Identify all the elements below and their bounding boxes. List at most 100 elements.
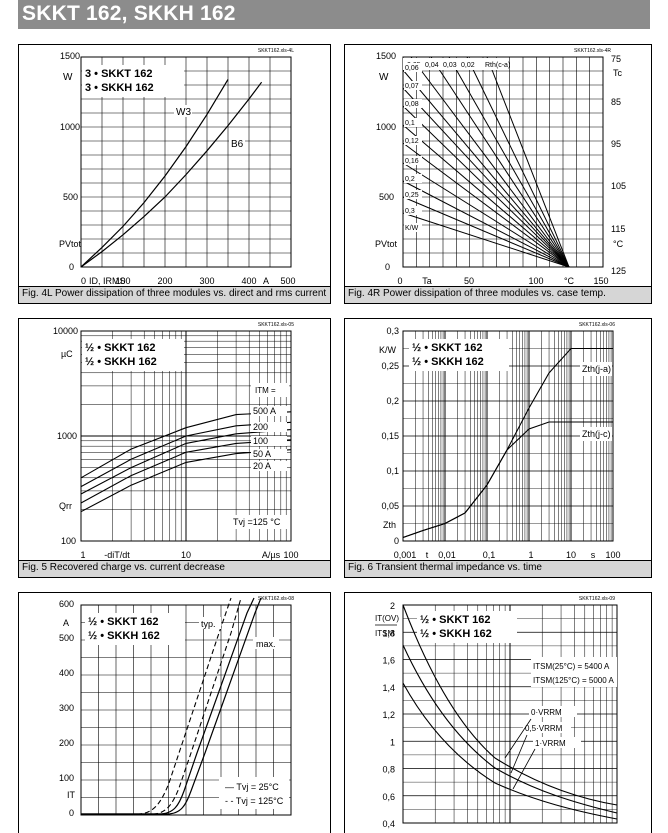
x-tick: 0,1 — [483, 550, 496, 560]
x-tick: 10 — [566, 550, 576, 560]
legend-line: ½ • SKKT 162 — [420, 614, 491, 626]
x-name: t — [426, 550, 429, 560]
figure-4l-panel: 3 • SKKT 162 3 • SKKH 162 SKKT162.xls-4L 15… — [18, 44, 331, 304]
x-tick: 500 — [280, 276, 295, 286]
x-tick: 1 — [528, 550, 533, 560]
legend-bg — [85, 613, 185, 645]
y-name: PVtot — [375, 239, 398, 249]
y-tick: 2 — [390, 601, 395, 611]
rth-left-bg — [404, 99, 422, 108]
label-bg — [229, 137, 245, 149]
x-tick: 100 — [115, 276, 130, 286]
rth-left-label: K/W — [405, 225, 419, 232]
x-tick: 100 — [528, 276, 543, 286]
curve-label-b6: B6 — [231, 139, 244, 150]
x-name: -diT/dt — [104, 550, 130, 560]
rth-line — [448, 56, 570, 268]
y-tick: 0,15 — [381, 431, 399, 441]
pointer-line — [504, 718, 532, 759]
right-tick: 115 — [611, 224, 625, 234]
figure-6-panel: SKKT162.xls-06 ½ • SKKT 162 ½ • SKKH 162 0,… — [344, 318, 652, 578]
y-unit: W — [63, 72, 73, 83]
x-tick: 0,01 — [438, 550, 456, 560]
legend-line: ½ • SKKT 162 — [88, 616, 159, 628]
rth-left-label: 0,16 — [405, 158, 419, 165]
itm-value: 500 A — [253, 406, 276, 416]
y-tick: 200 — [59, 738, 74, 748]
pointer-line — [512, 748, 536, 790]
right-tick: 105 — [611, 181, 626, 191]
rth-left-label: 0,06 — [405, 65, 419, 72]
legend-line: ½ • SKKH 162 — [85, 356, 157, 368]
itm-value-bg — [251, 449, 287, 459]
y-tick: 0,25 — [381, 361, 399, 371]
y-tick: 600 — [59, 599, 74, 609]
rth-line — [402, 162, 570, 268]
y-tick: 0,4 — [382, 819, 395, 829]
label-bg — [253, 637, 279, 649]
y-tick: 0 — [69, 808, 74, 818]
curve-label-bg — [523, 722, 571, 733]
file-label: SKKT162.xls-4R — [574, 48, 611, 54]
x-tick: 1 — [80, 550, 85, 560]
x-tick-zero: 0 — [81, 276, 86, 286]
curve-label-vrrm: 0·VRRM — [531, 708, 562, 717]
itm-value: 100 — [253, 436, 268, 446]
itm-bg — [251, 383, 289, 397]
figure-4r-panel: SKKT162.xls-4R 1500 W 1000 500 0 PVtot 0 50 100 15… — [344, 44, 652, 304]
curve-label-max: max. — [256, 639, 276, 649]
legend-line: ½ • SKKH 162 — [412, 356, 484, 368]
y-tick: 500 — [379, 192, 394, 202]
legend-bg — [409, 339, 509, 371]
right-tick: 85 — [611, 97, 621, 107]
rth-left-bg — [404, 118, 422, 127]
series-0-vrrm — [402, 604, 618, 806]
rth-line — [402, 196, 570, 268]
rth-line — [402, 69, 570, 268]
y-name-top: IT(OV) — [375, 614, 399, 623]
figure-8-panel: SKKT162.xls-08 ½ • SKKT 162 ½ • SKKH 162 60… — [18, 592, 331, 833]
x-tick: 0,001 — [394, 550, 417, 560]
legend-bg — [82, 339, 184, 371]
pointer-line — [510, 734, 528, 774]
x-tick: 400 — [241, 276, 256, 286]
figure-9-panel: SKKT162.xls-09 ½ • SKKT 162 ½ • SKKH 162 2 1… — [344, 592, 652, 833]
curve-label-vrrm: 1·VRRM — [535, 739, 566, 748]
series-1-vrrm — [402, 682, 618, 820]
plot-frame — [80, 330, 292, 542]
key-bg — [219, 777, 289, 809]
y-tick: 1500 — [60, 51, 80, 61]
condition-label: Tvj =125 °C — [233, 517, 281, 527]
rth-top-label: 0,04 — [425, 62, 439, 69]
legend-bg — [417, 611, 517, 643]
series-qrr — [80, 429, 292, 495]
x-tick: 150 — [593, 276, 608, 286]
series-zth — [402, 347, 613, 539]
y-name: Zth — [383, 520, 396, 530]
y-tick: 500 — [63, 192, 78, 202]
y-name-bottom: ITSM — [375, 629, 394, 638]
y-unit: A — [63, 618, 69, 628]
rth-left-label: 0,1 — [405, 120, 415, 127]
series-zth — [402, 421, 613, 539]
y-tick: 1,4 — [382, 683, 395, 693]
rth-left-label: 0,12 — [405, 138, 419, 145]
right-tick: 125 — [611, 266, 626, 276]
y-tick: 0,8 — [382, 765, 395, 775]
x-tick: 0 — [397, 276, 402, 286]
rth-left-bg — [404, 156, 422, 165]
y-tick: 0,3 — [386, 326, 399, 336]
plot-frame — [402, 604, 618, 824]
label-bg — [580, 362, 612, 376]
curve-label-zth-ja: Zth(j-a) — [582, 364, 611, 374]
rth-top-bg — [403, 58, 499, 70]
y-tick: 1,8 — [382, 628, 395, 638]
x-tick: 100 — [605, 550, 620, 560]
y-tick: 400 — [59, 668, 74, 678]
series-b6 — [80, 81, 263, 268]
y-tick: 1000 — [376, 122, 396, 132]
rth-left-label: 0,2 — [405, 176, 415, 183]
legend-line: ½ • SKKH 162 — [88, 630, 160, 642]
y-tick: 1 — [390, 737, 395, 747]
x-name: ID, IRMS — [89, 276, 126, 286]
